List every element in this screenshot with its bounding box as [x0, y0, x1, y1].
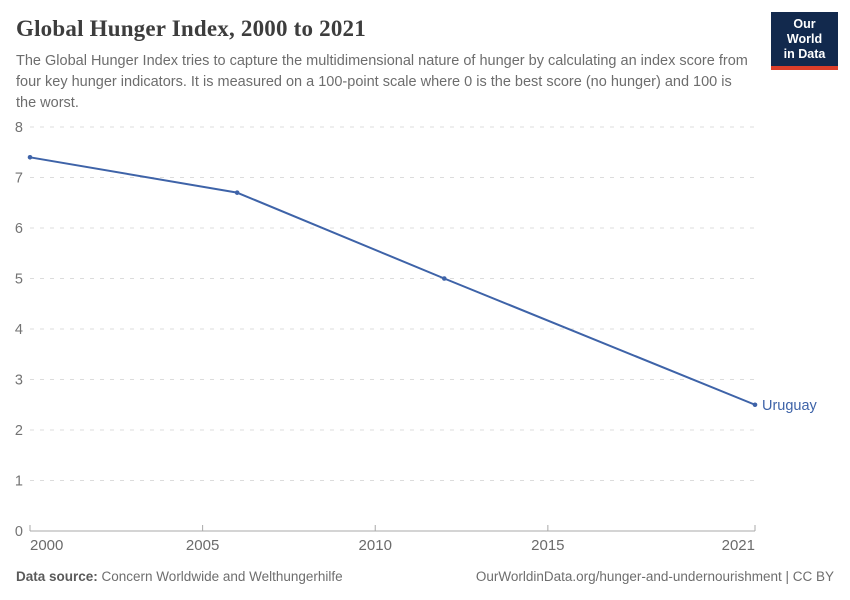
data-line — [29, 156, 756, 406]
y-tick-label: 8 — [15, 120, 23, 136]
data-source: Data source: Concern Worldwide and Welth… — [16, 567, 343, 587]
y-tick-label: 4 — [15, 322, 23, 338]
owid-logo[interactable]: Our World in Data — [771, 12, 838, 70]
x-tick-label: 2021 — [722, 537, 755, 554]
y-tick-label: 7 — [15, 171, 23, 187]
owid-logo-line1: Our World — [786, 17, 823, 46]
data-source-text: Concern Worldwide and Welthungerhilfe — [97, 569, 343, 584]
owid-logo-line2: in Data — [783, 47, 826, 61]
chart-title: Global Hunger Index, 2000 to 2021 — [16, 16, 366, 41]
chart-footer: Data source: Concern Worldwide and Welth… — [16, 567, 834, 587]
x-tick-label: 2000 — [30, 537, 63, 554]
y-tick-label: 3 — [15, 373, 23, 389]
y-tick-label: 0 — [15, 524, 23, 540]
x-tick-label: 2010 — [359, 537, 392, 554]
data-point-marker — [27, 155, 33, 160]
data-point-marker — [441, 276, 447, 281]
chart-subtitle: The Global Hunger Index tries to capture… — [16, 53, 748, 111]
y-tick-label: 5 — [15, 272, 23, 288]
x-tick-label: 2005 — [186, 537, 219, 554]
x-tick-label: 2015 — [531, 537, 564, 554]
citation-note: OurWorldinData.org/hunger-and-undernouri… — [475, 569, 834, 584]
series-end-label: Uruguay — [762, 398, 818, 414]
data-source-label: Data source: — [16, 569, 98, 584]
chart-header: Global Hunger Index, 2000 to 2021 The Gl… — [16, 16, 750, 114]
data-point-marker — [234, 190, 240, 195]
y-tick-label: 6 — [15, 221, 23, 237]
y-tick-label: 1 — [15, 474, 23, 490]
data-point-marker — [752, 402, 758, 408]
y-tick-label: 2 — [15, 423, 23, 439]
